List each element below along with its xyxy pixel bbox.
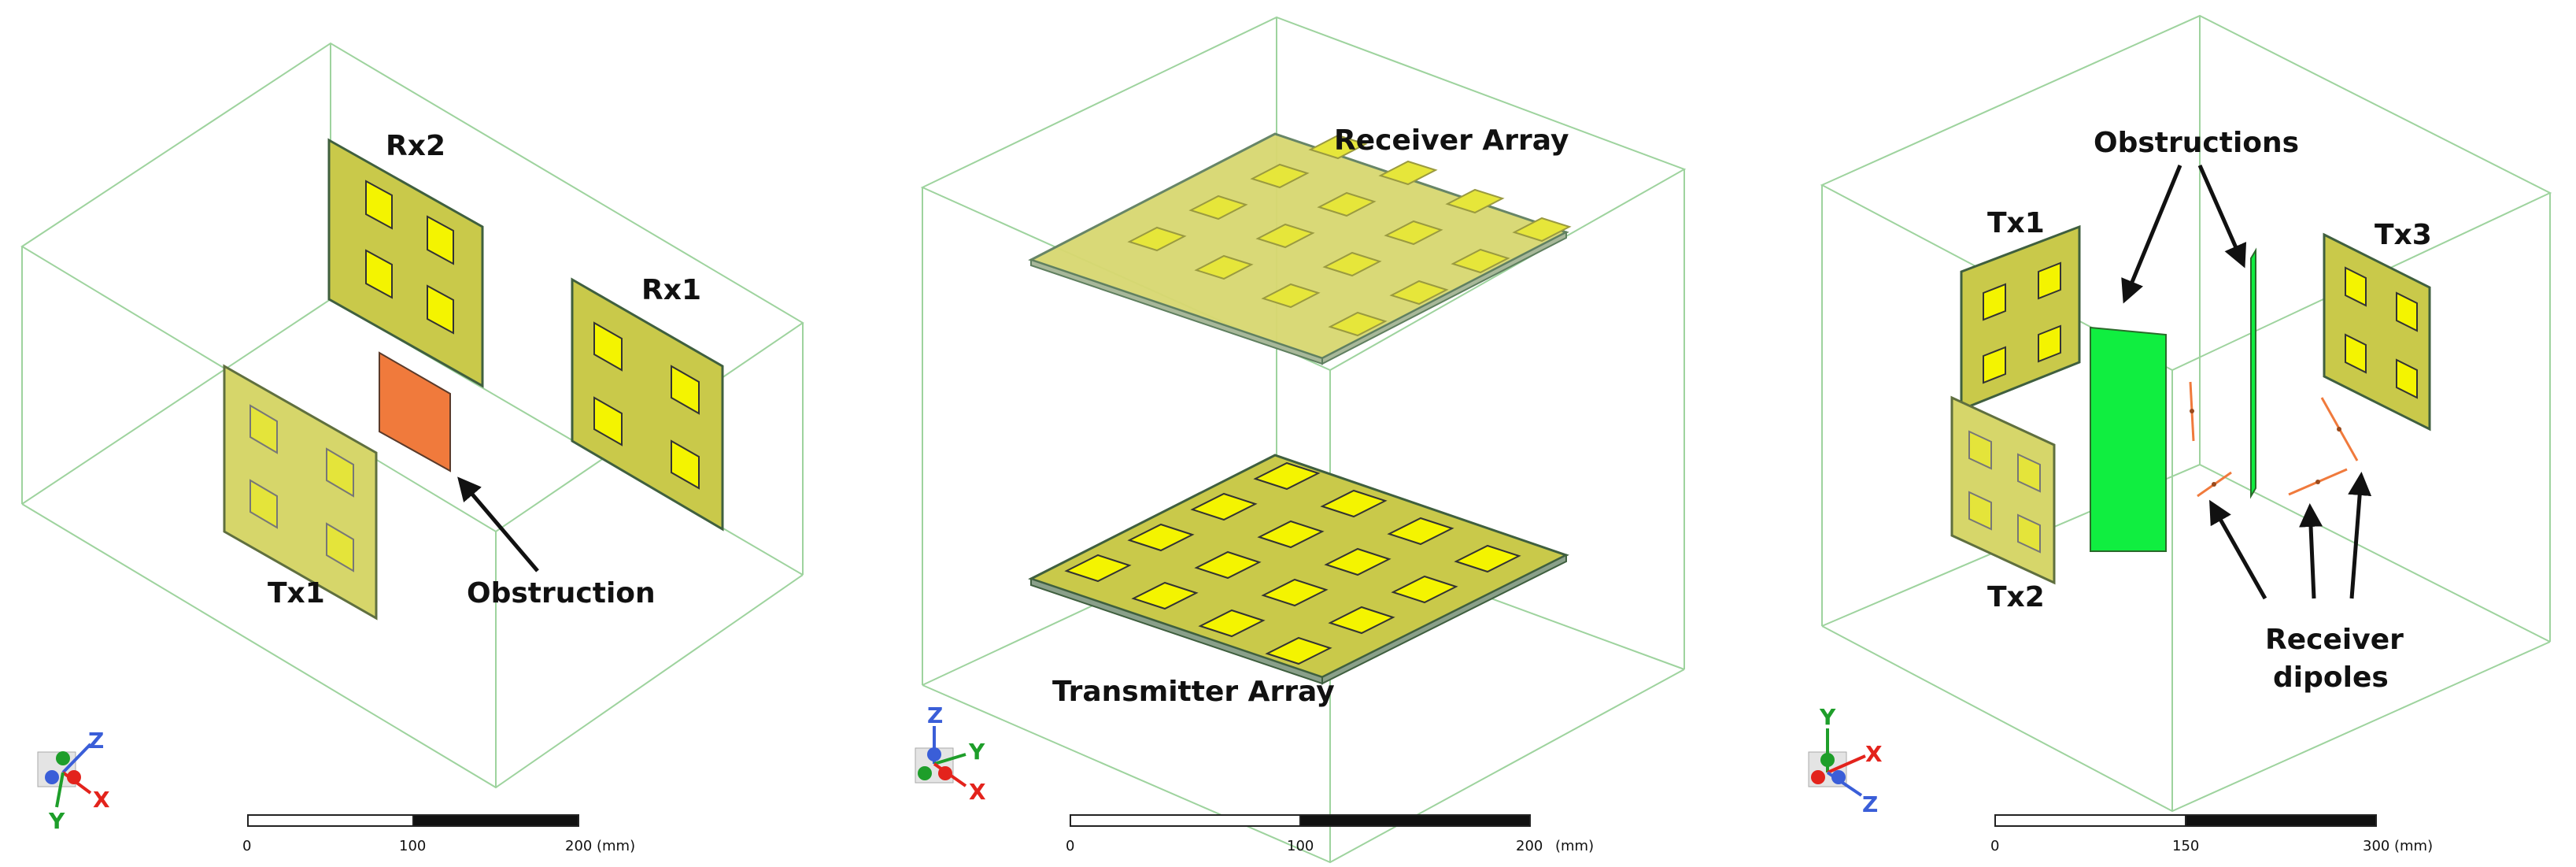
label-receiver-array: Receiver Array bbox=[1334, 124, 1569, 157]
scale-tick-1: 150 bbox=[2172, 838, 2199, 854]
annotation-arrows bbox=[2121, 164, 2372, 600]
obstruction-arrow bbox=[457, 476, 539, 572]
receiver-dipoles bbox=[2189, 381, 2359, 498]
scale-unit: (mm) bbox=[2394, 838, 2433, 854]
axis-label-3: X bbox=[93, 787, 110, 813]
axis-label-1: Z bbox=[88, 728, 104, 754]
axis-triad: Z X Y bbox=[37, 728, 110, 834]
panel-middle-canvas: Receiver Array Transmitter Array Z Y X 0… bbox=[915, 16, 1687, 864]
panel-middle-arrays: Receiver Array Transmitter Array Z Y X 0… bbox=[858, 0, 1716, 867]
label-obstructions: Obstructions bbox=[2094, 127, 2299, 159]
receiver-dipole-feeds bbox=[2190, 409, 2341, 487]
receiver-array bbox=[1028, 132, 1569, 365]
axis-label-3: Z bbox=[1862, 791, 1878, 817]
panel-right-room: Obstructions Tx1 Tx2 Tx3 Receiver dipole… bbox=[1716, 0, 2576, 867]
obstructions-arrow-right bbox=[2197, 164, 2247, 269]
obstruction-sheet-thin bbox=[2250, 247, 2256, 499]
rx1-antenna bbox=[571, 277, 724, 532]
label-transmitter-array: Transmitter Array bbox=[1052, 676, 1335, 708]
scale-tick-2: 200 bbox=[565, 838, 592, 854]
obstructions-arrow-left bbox=[2121, 165, 2182, 304]
panel-left-canvas: Rx2 Rx1 Tx1 Obstruction Z X Y 0 100 200 … bbox=[20, 42, 804, 854]
scale-bar: 0 150 300 (mm) bbox=[1990, 814, 2433, 854]
scale-tick-1: 100 bbox=[399, 838, 426, 854]
tx1-antenna bbox=[1960, 224, 2081, 412]
axis-label-3: X bbox=[969, 779, 986, 805]
axis-label-1: Y bbox=[1819, 704, 1836, 730]
panel-right-canvas: Obstructions Tx1 Tx2 Tx3 Receiver dipole… bbox=[1808, 14, 2552, 854]
transmitter-patches bbox=[1064, 461, 1521, 665]
panel-left-room: Rx2 Rx1 Tx1 Obstruction Z X Y 0 100 200 … bbox=[0, 0, 858, 867]
axis-label-2: Y bbox=[48, 808, 65, 834]
scale-unit: (mm) bbox=[597, 838, 635, 854]
label-dipoles: dipoles bbox=[2273, 661, 2389, 694]
dipoles-arrow-3 bbox=[2348, 472, 2372, 599]
tx1-antenna bbox=[223, 364, 378, 621]
axis-label-2: X bbox=[1865, 741, 1883, 767]
label-tx3: Tx3 bbox=[2375, 219, 2432, 251]
label-tx1: Tx1 bbox=[268, 577, 325, 609]
transmitter-array bbox=[1028, 454, 1569, 685]
scale-unit: (mm) bbox=[1555, 838, 1594, 854]
label-receiver: Receiver bbox=[2265, 624, 2404, 656]
label-tx1: Tx1 bbox=[1987, 207, 2045, 239]
dipoles-arrow-1 bbox=[2209, 499, 2267, 600]
axis-label-1: Z bbox=[927, 702, 943, 728]
axis-triad: Y X Z bbox=[1808, 704, 1883, 817]
rx2-antenna bbox=[327, 138, 484, 388]
label-tx2: Tx2 bbox=[1987, 581, 2045, 613]
axis-label-2: Y bbox=[968, 739, 985, 765]
tx2-antenna bbox=[1950, 395, 2056, 585]
obstruction-sheet bbox=[379, 351, 451, 472]
scale-tick-1: 100 bbox=[1287, 838, 1314, 854]
tx3-antenna bbox=[2323, 232, 2431, 432]
obstruction-sheet-large bbox=[2090, 326, 2167, 552]
dipoles-arrow-2 bbox=[2299, 503, 2323, 599]
label-rx1: Rx1 bbox=[641, 274, 701, 306]
label-obstruction: Obstruction bbox=[467, 577, 656, 609]
scale-bar: 0 100 200 (mm) bbox=[242, 814, 635, 854]
scale-tick-0: 0 bbox=[1990, 838, 1999, 854]
scale-tick-0: 0 bbox=[1066, 838, 1074, 854]
label-rx2: Rx2 bbox=[386, 130, 445, 162]
axis-triad: Z Y X bbox=[915, 702, 986, 805]
receiver-patches bbox=[1127, 134, 1572, 337]
scale-tick-2: 300 bbox=[2363, 838, 2389, 854]
scale-bar: 0 100 200 (mm) bbox=[1066, 814, 1594, 854]
scale-tick-0: 0 bbox=[242, 838, 251, 854]
scale-tick-2: 200 bbox=[1516, 838, 1543, 854]
